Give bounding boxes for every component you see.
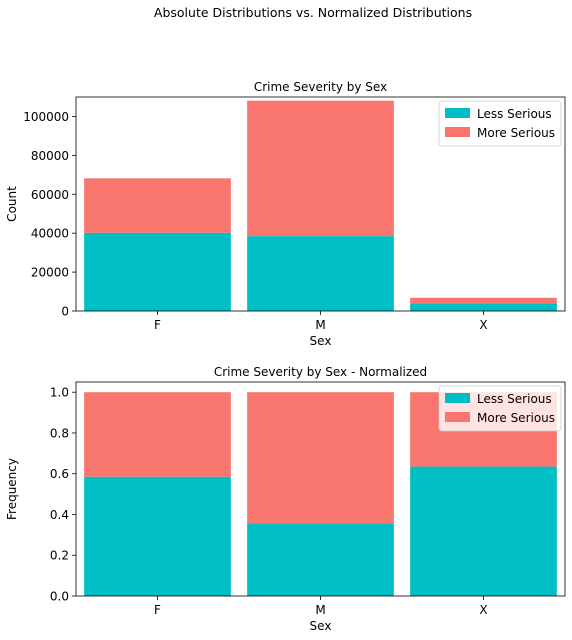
chart-absolute: F M X 0 20000 40000 60000 80000 100000 Crime Seve… xyxy=(5,80,566,348)
chart-title: Crime Severity by Sex xyxy=(254,80,387,94)
bar-x-more-serious xyxy=(410,297,557,304)
bar-m-more-serious xyxy=(247,392,394,524)
bar-m-less-serious xyxy=(247,236,394,311)
legend-swatch xyxy=(445,127,470,137)
bar-m-less-serious xyxy=(247,523,394,596)
x-axis-label: Sex xyxy=(310,334,332,348)
legend-label: More Serious xyxy=(477,126,555,140)
legend-swatch xyxy=(445,393,470,403)
y-tick-label: 0.8 xyxy=(50,426,69,440)
chart-normalized: F M X 0.0 0.2 0.4 0.6 0.8 1.0 Crime Severity by S… xyxy=(5,365,566,633)
y-axis-label: Count xyxy=(5,186,19,222)
bars xyxy=(84,392,557,596)
y-tick-label: 100000 xyxy=(23,110,69,124)
y-tick-label: 1.0 xyxy=(50,386,69,400)
bar-x-less-serious xyxy=(410,466,557,596)
legend: Less Serious More Serious xyxy=(438,385,562,432)
legend-label: More Serious xyxy=(477,411,555,425)
x-tick-label: F xyxy=(154,318,161,332)
x-tick-label: F xyxy=(154,603,161,617)
y-axis-label: Frequency xyxy=(5,458,19,520)
y-tick-label: 0.4 xyxy=(50,508,69,522)
figure-title: Absolute Distributions vs. Normalized Di… xyxy=(154,5,472,20)
bar-f-less-serious xyxy=(84,232,231,311)
x-tick-label: X xyxy=(479,318,487,332)
legend-label: Less Serious xyxy=(477,107,552,121)
y-tick-label: 60000 xyxy=(31,188,69,202)
y-tick-label: 40000 xyxy=(31,227,69,241)
y-tick-label: 80000 xyxy=(31,149,69,163)
legend-label: Less Serious xyxy=(477,392,552,406)
chart-title: Crime Severity by Sex - Normalized xyxy=(214,365,427,379)
y-tick-label: 0.2 xyxy=(50,549,69,563)
legend-swatch xyxy=(445,412,470,422)
bar-f-more-serious xyxy=(84,392,231,477)
bar-x-less-serious xyxy=(410,303,557,311)
y-tick-label: 0 xyxy=(61,305,69,319)
bar-f-less-serious xyxy=(84,476,231,596)
x-tick-label: X xyxy=(479,603,487,617)
x-tick-label: M xyxy=(315,603,325,617)
x-tick-label: M xyxy=(315,318,325,332)
legend-swatch xyxy=(445,108,470,118)
y-tick-label: 0.0 xyxy=(50,590,69,604)
bar-f-more-serious xyxy=(84,178,231,233)
bar-m-more-serious xyxy=(247,100,394,237)
bars xyxy=(84,100,557,311)
y-tick-label: 20000 xyxy=(31,266,69,280)
legend: Less Serious More Serious xyxy=(438,100,562,147)
y-tick-label: 0.6 xyxy=(50,467,69,481)
x-axis-label: Sex xyxy=(310,619,332,633)
